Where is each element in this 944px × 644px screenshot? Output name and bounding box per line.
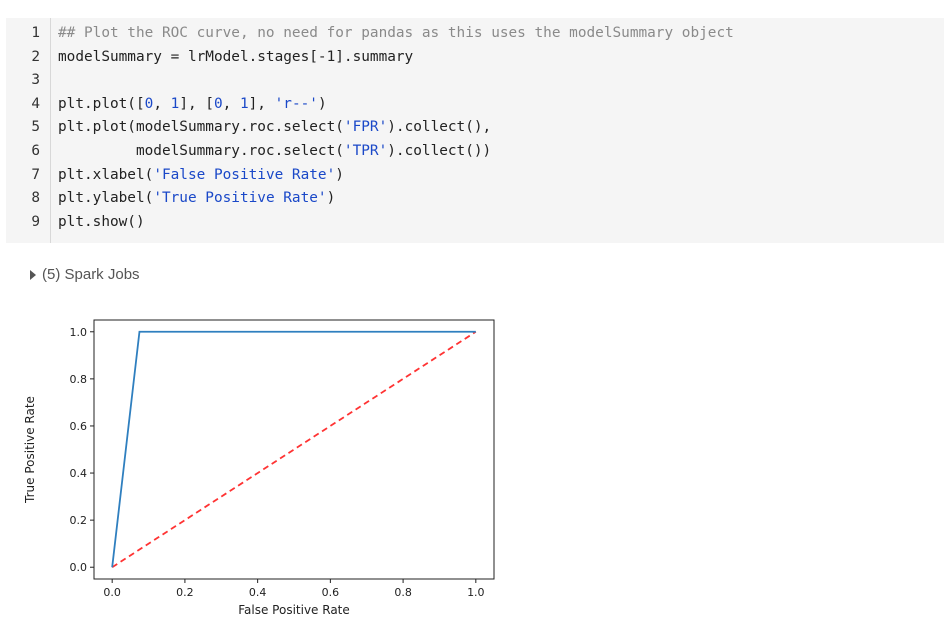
plot-frame — [93, 319, 495, 580]
code-text: plt.plot([0, 1], [0, 1], 'r--') — [58, 92, 327, 116]
line-number: 4 — [31, 95, 40, 112]
code-token: ).collect()) — [387, 143, 492, 159]
code-cell[interactable]: 1 ## Plot the ROC curve, no need for pand… — [6, 18, 944, 243]
line-number: 2 — [31, 48, 40, 65]
code-token: ], — [248, 95, 275, 112]
roc-plot: 0.0 0.2 0.4 0.6 0.8 1.0 0.0 0.2 0.4 0.6 0.8 1.0 Fals… — [18, 300, 518, 640]
y-tick-label: 1.0 — [70, 326, 88, 339]
code-text: plt.show() — [58, 210, 145, 234]
y-tick-label: 0.0 — [70, 561, 88, 574]
y-tick-label: 0.6 — [70, 420, 88, 433]
code-text: modelSummary.roc.select('TPR').collect()… — [58, 139, 491, 163]
expand-triangle-icon — [30, 269, 36, 280]
code-token: ## Plot the ROC curve, no need for panda… — [58, 25, 734, 41]
code-token: plt.xlabel( — [58, 166, 154, 183]
line-number-gutter-divider — [50, 18, 51, 243]
line-number: 5 — [31, 119, 40, 136]
line-number: 1 — [31, 25, 40, 41]
code-token: 1 — [170, 95, 180, 112]
roc-curve-line — [111, 330, 476, 568]
code-token: modelSummary = lrModel.stages[-1].summar… — [58, 48, 414, 65]
code-text: ## Plot the ROC curve, no need for panda… — [58, 21, 734, 45]
spark-jobs-label: (5) Spark Jobs — [42, 266, 140, 283]
code-token: ) — [326, 190, 336, 207]
diagonal-reference-line — [111, 331, 477, 568]
x-tick-label: 0.4 — [249, 586, 267, 599]
code-line: 2 modelSummary = lrModel.stages[-1].summa… — [6, 45, 944, 69]
code-token: 'r--' — [274, 95, 318, 112]
spark-jobs-toggle[interactable]: (5) Spark Jobs — [30, 266, 140, 283]
code-token: ).collect(), — [387, 119, 492, 136]
x-tick-label: 0.8 — [394, 586, 412, 599]
code-token: 0 — [213, 95, 223, 112]
code-token: 0 — [144, 95, 154, 112]
code-token: plt.plot([ — [58, 95, 145, 112]
code-line: 8 plt.ylabel('True Positive Rate') — [6, 186, 944, 210]
code-token: plt.ylabel( — [58, 190, 154, 207]
code-text: modelSummary = lrModel.stages[-1].summar… — [58, 45, 413, 69]
code-text: plt.ylabel('True Positive Rate') — [58, 186, 335, 210]
code-token: ) — [335, 166, 344, 183]
y-axis-label: True Positive Rate — [23, 396, 37, 504]
code-text: plt.xlabel('False Positive Rate') — [58, 163, 344, 187]
line-number: 3 — [31, 72, 40, 89]
code-line: 4 plt.plot([0, 1], [0, 1], 'r--') — [6, 92, 944, 116]
y-tick-label: 0.8 — [70, 373, 88, 386]
code-token: ) — [317, 95, 327, 112]
code-line: 5 plt.plot(modelSummary.roc.select('FPR')… — [6, 115, 944, 139]
code-token: , — [222, 95, 240, 112]
code-line: 7 plt.xlabel('False Positive Rate') — [6, 163, 944, 187]
line-number: 7 — [31, 166, 40, 183]
code-token: plt.plot(modelSummary.roc.select( — [58, 119, 344, 136]
code-token: 1 — [239, 95, 249, 112]
y-tick-label: 0.2 — [70, 514, 88, 527]
code-token: , — [153, 95, 171, 112]
code-line: 1 ## Plot the ROC curve, no need for pand… — [6, 21, 944, 45]
code-token: 'True Positive Rate' — [153, 190, 327, 207]
line-number: 9 — [31, 213, 40, 230]
x-tick-label: 0.6 — [322, 586, 340, 599]
x-axis-label: False Positive Rate — [238, 603, 350, 617]
x-tick-label: 0.2 — [176, 586, 194, 599]
code-line: 9 plt.show() — [6, 210, 944, 234]
y-tick-label: 0.4 — [70, 467, 88, 480]
x-tick-label: 0.0 — [103, 586, 121, 599]
line-number: 6 — [31, 143, 40, 159]
code-line: 6 modelSummary.roc.select('TPR').collect… — [6, 139, 944, 163]
code-token: 'FPR' — [343, 119, 388, 136]
roc-chart-svg: 0.0 0.2 0.4 0.6 0.8 1.0 0.0 0.2 0.4 0.6 0.8 1.0 Fals… — [23, 319, 495, 617]
code-text: plt.plot(modelSummary.roc.select('FPR').… — [58, 115, 491, 139]
x-tick-label: 1.0 — [467, 586, 485, 599]
code-token: ], [ — [179, 95, 214, 112]
code-token: 'TPR' — [343, 143, 388, 159]
code-token: modelSummary.roc.select( — [58, 143, 344, 159]
code-line: 3 — [6, 68, 944, 92]
line-number: 8 — [31, 190, 40, 207]
code-token: plt.show() — [58, 213, 145, 230]
code-token: 'False Positive Rate' — [153, 166, 336, 183]
